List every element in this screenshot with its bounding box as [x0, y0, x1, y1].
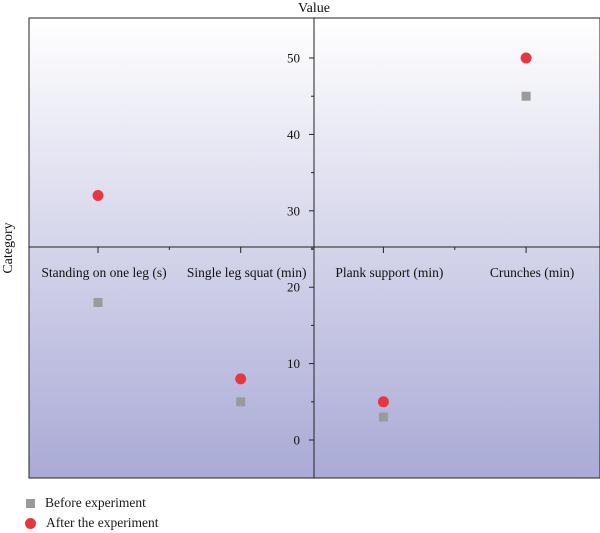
point-after-experiment	[92, 190, 104, 202]
category-tick-label: Crunches (min)	[490, 265, 574, 280]
point-before-experiment	[93, 297, 103, 307]
value-tick-label: 10	[287, 356, 300, 371]
legend-marker-circle	[25, 517, 36, 529]
legend-marker-square	[26, 498, 35, 508]
point-after-experiment	[235, 373, 247, 385]
value-tick-label: 40	[287, 127, 300, 142]
category-tick-label: Plank support (min)	[335, 265, 443, 280]
legend-label-after: After the experiment	[46, 515, 159, 530]
legend-label-before: Before experiment	[45, 495, 146, 510]
value-tick-label: 0	[294, 433, 301, 448]
x-axis-title: Value	[298, 1, 330, 16]
point-after-experiment	[377, 396, 389, 408]
legend-item-before: Before experiment	[24, 493, 158, 513]
legend: Before experiment After the experiment	[24, 493, 158, 533]
value-tick-label: 30	[287, 203, 300, 218]
legend-item-after: After the experiment	[24, 513, 158, 533]
point-before-experiment	[378, 412, 388, 422]
point-after-experiment	[520, 52, 532, 64]
category-tick-label: Single leg squat (min)	[187, 265, 307, 280]
point-before-experiment	[521, 91, 531, 101]
value-tick-label: 20	[287, 280, 300, 295]
point-before-experiment	[236, 397, 246, 407]
value-tick-label: 50	[287, 51, 300, 66]
y-axis-title: Category	[1, 222, 16, 273]
category-tick-label: Standing on one leg (s)	[41, 265, 166, 280]
